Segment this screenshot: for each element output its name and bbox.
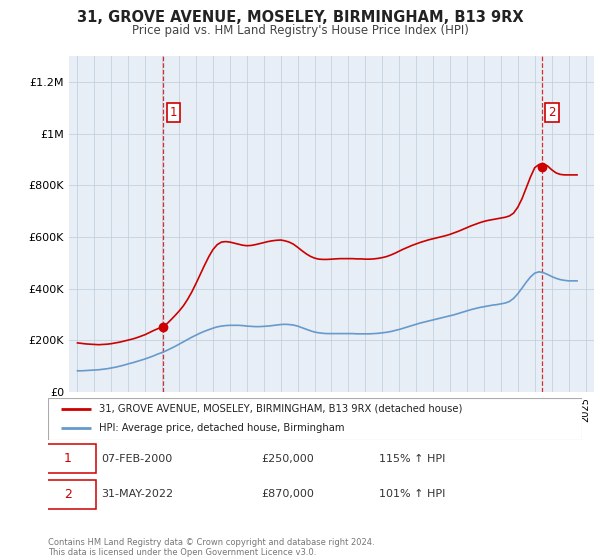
Text: 07-FEB-2000: 07-FEB-2000 [101,454,173,464]
Text: 1: 1 [170,106,178,119]
Text: 31, GROVE AVENUE, MOSELEY, BIRMINGHAM, B13 9RX: 31, GROVE AVENUE, MOSELEY, BIRMINGHAM, B… [77,10,523,25]
FancyBboxPatch shape [40,444,96,473]
FancyBboxPatch shape [40,480,96,509]
Text: HPI: Average price, detached house, Birmingham: HPI: Average price, detached house, Birm… [99,423,344,433]
Text: £250,000: £250,000 [262,454,314,464]
Text: 31-MAY-2022: 31-MAY-2022 [101,489,173,500]
Text: 2: 2 [548,106,556,119]
FancyBboxPatch shape [48,398,582,440]
Text: 2: 2 [64,488,71,501]
Text: £870,000: £870,000 [262,489,314,500]
Text: 1: 1 [64,452,71,465]
Text: Contains HM Land Registry data © Crown copyright and database right 2024.
This d: Contains HM Land Registry data © Crown c… [48,538,374,557]
Text: 31, GROVE AVENUE, MOSELEY, BIRMINGHAM, B13 9RX (detached house): 31, GROVE AVENUE, MOSELEY, BIRMINGHAM, B… [99,404,462,414]
Text: Price paid vs. HM Land Registry's House Price Index (HPI): Price paid vs. HM Land Registry's House … [131,24,469,36]
Text: 115% ↑ HPI: 115% ↑ HPI [379,454,445,464]
Text: 101% ↑ HPI: 101% ↑ HPI [379,489,445,500]
